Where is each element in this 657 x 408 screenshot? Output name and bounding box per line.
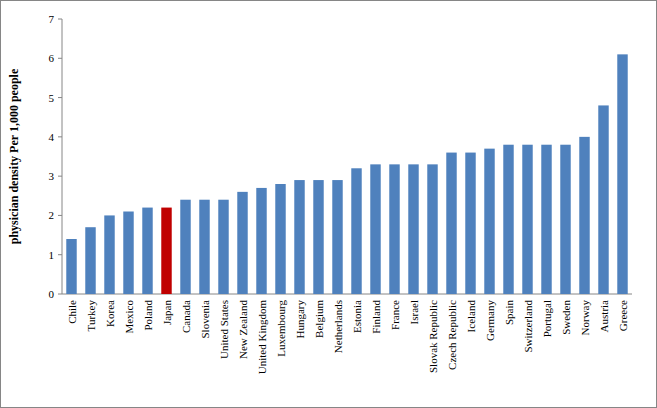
bars [66,54,627,294]
y-tick [58,97,62,98]
bar [408,164,418,294]
x-tick-label: Greece [617,300,629,331]
x-tick-label: Turkey [85,300,97,332]
bar [199,200,209,294]
bar [85,227,95,294]
x-tick-label: Netherlands [332,300,344,353]
bar [370,164,380,294]
y-tick [58,136,62,137]
bar [446,153,456,294]
bar [465,153,475,294]
bar [579,137,589,294]
bar [256,188,266,294]
bar [522,145,532,294]
bar [541,145,551,294]
x-tick-label: Portugal [541,300,553,337]
y-tick [58,215,62,216]
bar [218,200,228,294]
y-tick-label: 7 [49,13,55,25]
x-tick-label: Switzerland [522,300,534,353]
y-tick [58,176,62,177]
bar [294,180,304,294]
y-tick [58,294,62,295]
bar [598,105,608,294]
y-tick-label: 2 [49,209,55,221]
x-tick-label: Belgium [313,300,325,338]
x-tick-label: Chile [66,300,78,324]
y-tick-label: 5 [49,92,55,104]
x-tick-label: Iceland [465,300,477,333]
x-tick-label: New Zealand [237,300,249,359]
x-tick-label: Hungary [294,300,306,339]
bar [484,149,494,294]
x-tick-label: United Kingdom [256,300,268,375]
bar [351,168,361,294]
bar [427,164,437,294]
bar [123,212,133,295]
x-tick-label: Poland [142,300,154,331]
y-axis-label: physician density Per 1,000 people [7,68,21,244]
x-tick-label: Austria [598,300,610,333]
y-tick [58,254,62,255]
bar [161,208,171,294]
x-tick-label: Mexico [123,300,135,334]
bar [332,180,342,294]
x-tick-label: Korea [104,300,116,327]
x-tick-label: Canada [180,300,192,333]
bar [237,192,247,294]
y-tick-label: 4 [49,131,55,143]
y-tick [58,19,62,20]
x-tick-label: Germany [484,300,496,341]
x-tick-label: Slovenia [199,300,211,339]
bar [389,164,399,294]
chart: 0 1 2 3 4 5 6 7 physician density Per 1,000 peop… [0,0,657,408]
bar [180,200,190,294]
x-tick-label: Finland [370,300,382,334]
x-tick-label: Norway [579,300,591,336]
y-axis [62,19,63,294]
x-tick-label: Slovak Republic [427,300,439,373]
x-tick-label: France [389,300,401,330]
y-tick-label: 1 [49,249,55,261]
bar [560,145,570,294]
chart-frame [1,1,657,408]
x-tick-label: Estonia [351,300,363,333]
bar [503,145,513,294]
x-tick-label: Spain [503,300,515,326]
x-tick-label: Japan [161,300,173,326]
x-tick-label: Sweden [560,300,572,335]
bar [142,208,152,294]
bar [275,184,285,294]
bar [617,54,627,294]
y-tick-label: 6 [49,52,55,64]
x-tick-label: Israel [408,300,420,324]
bar [104,215,114,294]
x-tick-label: Luxembourg [275,300,287,357]
x-tick-label: United States [218,300,230,359]
bar [66,239,76,294]
x-tick-label: Czech Republic [446,300,458,370]
y-tick-label: 3 [49,170,55,182]
y-tick-label: 0 [49,288,55,300]
y-tick [58,58,62,59]
bar [313,180,323,294]
